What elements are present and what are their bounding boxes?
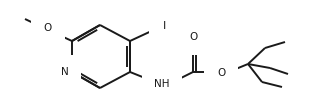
Text: N: N [61,67,69,77]
Text: I: I [162,21,166,31]
Text: O: O [189,32,197,42]
Text: NH: NH [154,79,170,89]
Text: O: O [217,68,225,78]
Text: O: O [44,23,52,33]
